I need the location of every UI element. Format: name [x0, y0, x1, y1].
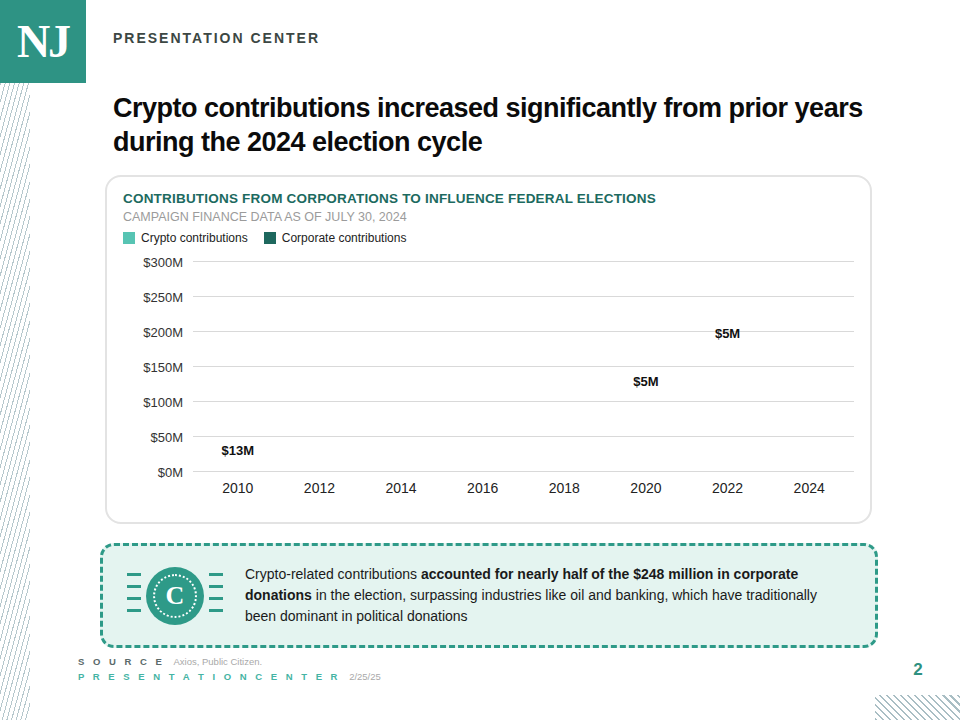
- bar-value-label: $13M: [197, 443, 279, 458]
- bar-value-label: $5M: [605, 374, 687, 389]
- bar-column-2018: 2018: [524, 262, 606, 472]
- x-axis-tick-label: 2016: [442, 480, 524, 496]
- callout-text-suffix: in the election, surpassing industries l…: [245, 587, 817, 624]
- nj-logo: NJ: [0, 0, 86, 83]
- chart-panel: CONTRIBUTIONS FROM CORPORATIONS TO INFLU…: [105, 175, 872, 524]
- chart-title: CONTRIBUTIONS FROM CORPORATIONS TO INFLU…: [123, 191, 854, 206]
- footer-brand: P R E S E N T A T I O N C E N T E R: [78, 671, 340, 682]
- slide: NJ PRESENTATION CENTER Crypto contributi…: [0, 0, 960, 720]
- legend-label: Crypto contributions: [141, 231, 248, 245]
- y-axis-tick-label: $50M: [121, 430, 183, 445]
- bar-column-2010: $13M2010: [197, 262, 279, 472]
- bar-chart-plot: $0M$50M$100M$150M$200M$250M$300M$13M2010…: [193, 262, 854, 472]
- source-label: S O U R C E: [78, 656, 165, 667]
- nj-logo-text: NJ: [17, 15, 69, 68]
- bar-column-2024: 2024: [768, 262, 850, 472]
- coin-circle: C: [146, 567, 204, 625]
- x-axis-tick-label: 2014: [360, 480, 442, 496]
- coin-dash-lines-right: [209, 573, 223, 619]
- x-axis-tick-label: 2018: [524, 480, 606, 496]
- bars-row: $13M20102012201420162018$5M2020$5M202220…: [197, 262, 850, 472]
- footer: S O U R C E Axios, Public Citizen. P R E…: [78, 656, 381, 686]
- y-axis-tick-label: $150M: [121, 360, 183, 375]
- legend-item-1: Corporate contributions: [264, 231, 407, 245]
- presentation-center-brand: PRESENTATION CENTER: [113, 30, 320, 46]
- y-axis-tick-label: $250M: [121, 290, 183, 305]
- page-number: 2: [908, 660, 928, 680]
- x-axis-tick-label: 2024: [768, 480, 850, 496]
- slide-headline: Crypto contributions increased significa…: [113, 92, 873, 160]
- legend-label: Corporate contributions: [282, 231, 407, 245]
- legend-swatch-icon: [123, 232, 135, 244]
- chart-subtitle: CAMPAIGN FINANCE DATA AS OF JULY 30, 202…: [123, 210, 854, 224]
- legend-item-0: Crypto contributions: [123, 231, 248, 245]
- bar-column-2014: 2014: [360, 262, 442, 472]
- legend-swatch-icon: [264, 232, 276, 244]
- x-axis-tick-label: 2022: [687, 480, 769, 496]
- y-axis-tick-label: $200M: [121, 325, 183, 340]
- coin-dotted-ring: [153, 574, 197, 618]
- bar-column-2012: 2012: [279, 262, 361, 472]
- bar-column-2022: $5M2022: [687, 262, 769, 472]
- source-value: Axios, Public Citizen.: [173, 656, 262, 667]
- crypto-coin-icon: C: [127, 565, 223, 627]
- footer-date: 2/25/25: [349, 671, 381, 682]
- bar-column-2016: 2016: [442, 262, 524, 472]
- callout-box: C Crypto-related contributions accounted…: [100, 543, 878, 648]
- callout-text-prefix: Crypto-related contributions: [245, 566, 421, 582]
- bar-column-2020: $5M2020: [605, 262, 687, 472]
- x-axis-tick-label: 2012: [279, 480, 361, 496]
- y-axis-tick-label: $100M: [121, 395, 183, 410]
- bottom-right-hatch-pattern: [875, 695, 960, 720]
- y-axis-tick-label: $0M: [121, 465, 183, 480]
- bar-value-label: $5M: [687, 326, 769, 341]
- y-axis-tick-label: $300M: [121, 255, 183, 270]
- callout-text: Crypto-related contributions accounted f…: [245, 564, 851, 627]
- left-stripe-pattern: [0, 83, 30, 720]
- chart-legend: Crypto contributions Corporate contributi…: [123, 231, 854, 245]
- x-axis-tick-label: 2020: [605, 480, 687, 496]
- coin-dash-lines-left: [127, 573, 141, 619]
- x-axis-tick-label: 2010: [197, 480, 279, 496]
